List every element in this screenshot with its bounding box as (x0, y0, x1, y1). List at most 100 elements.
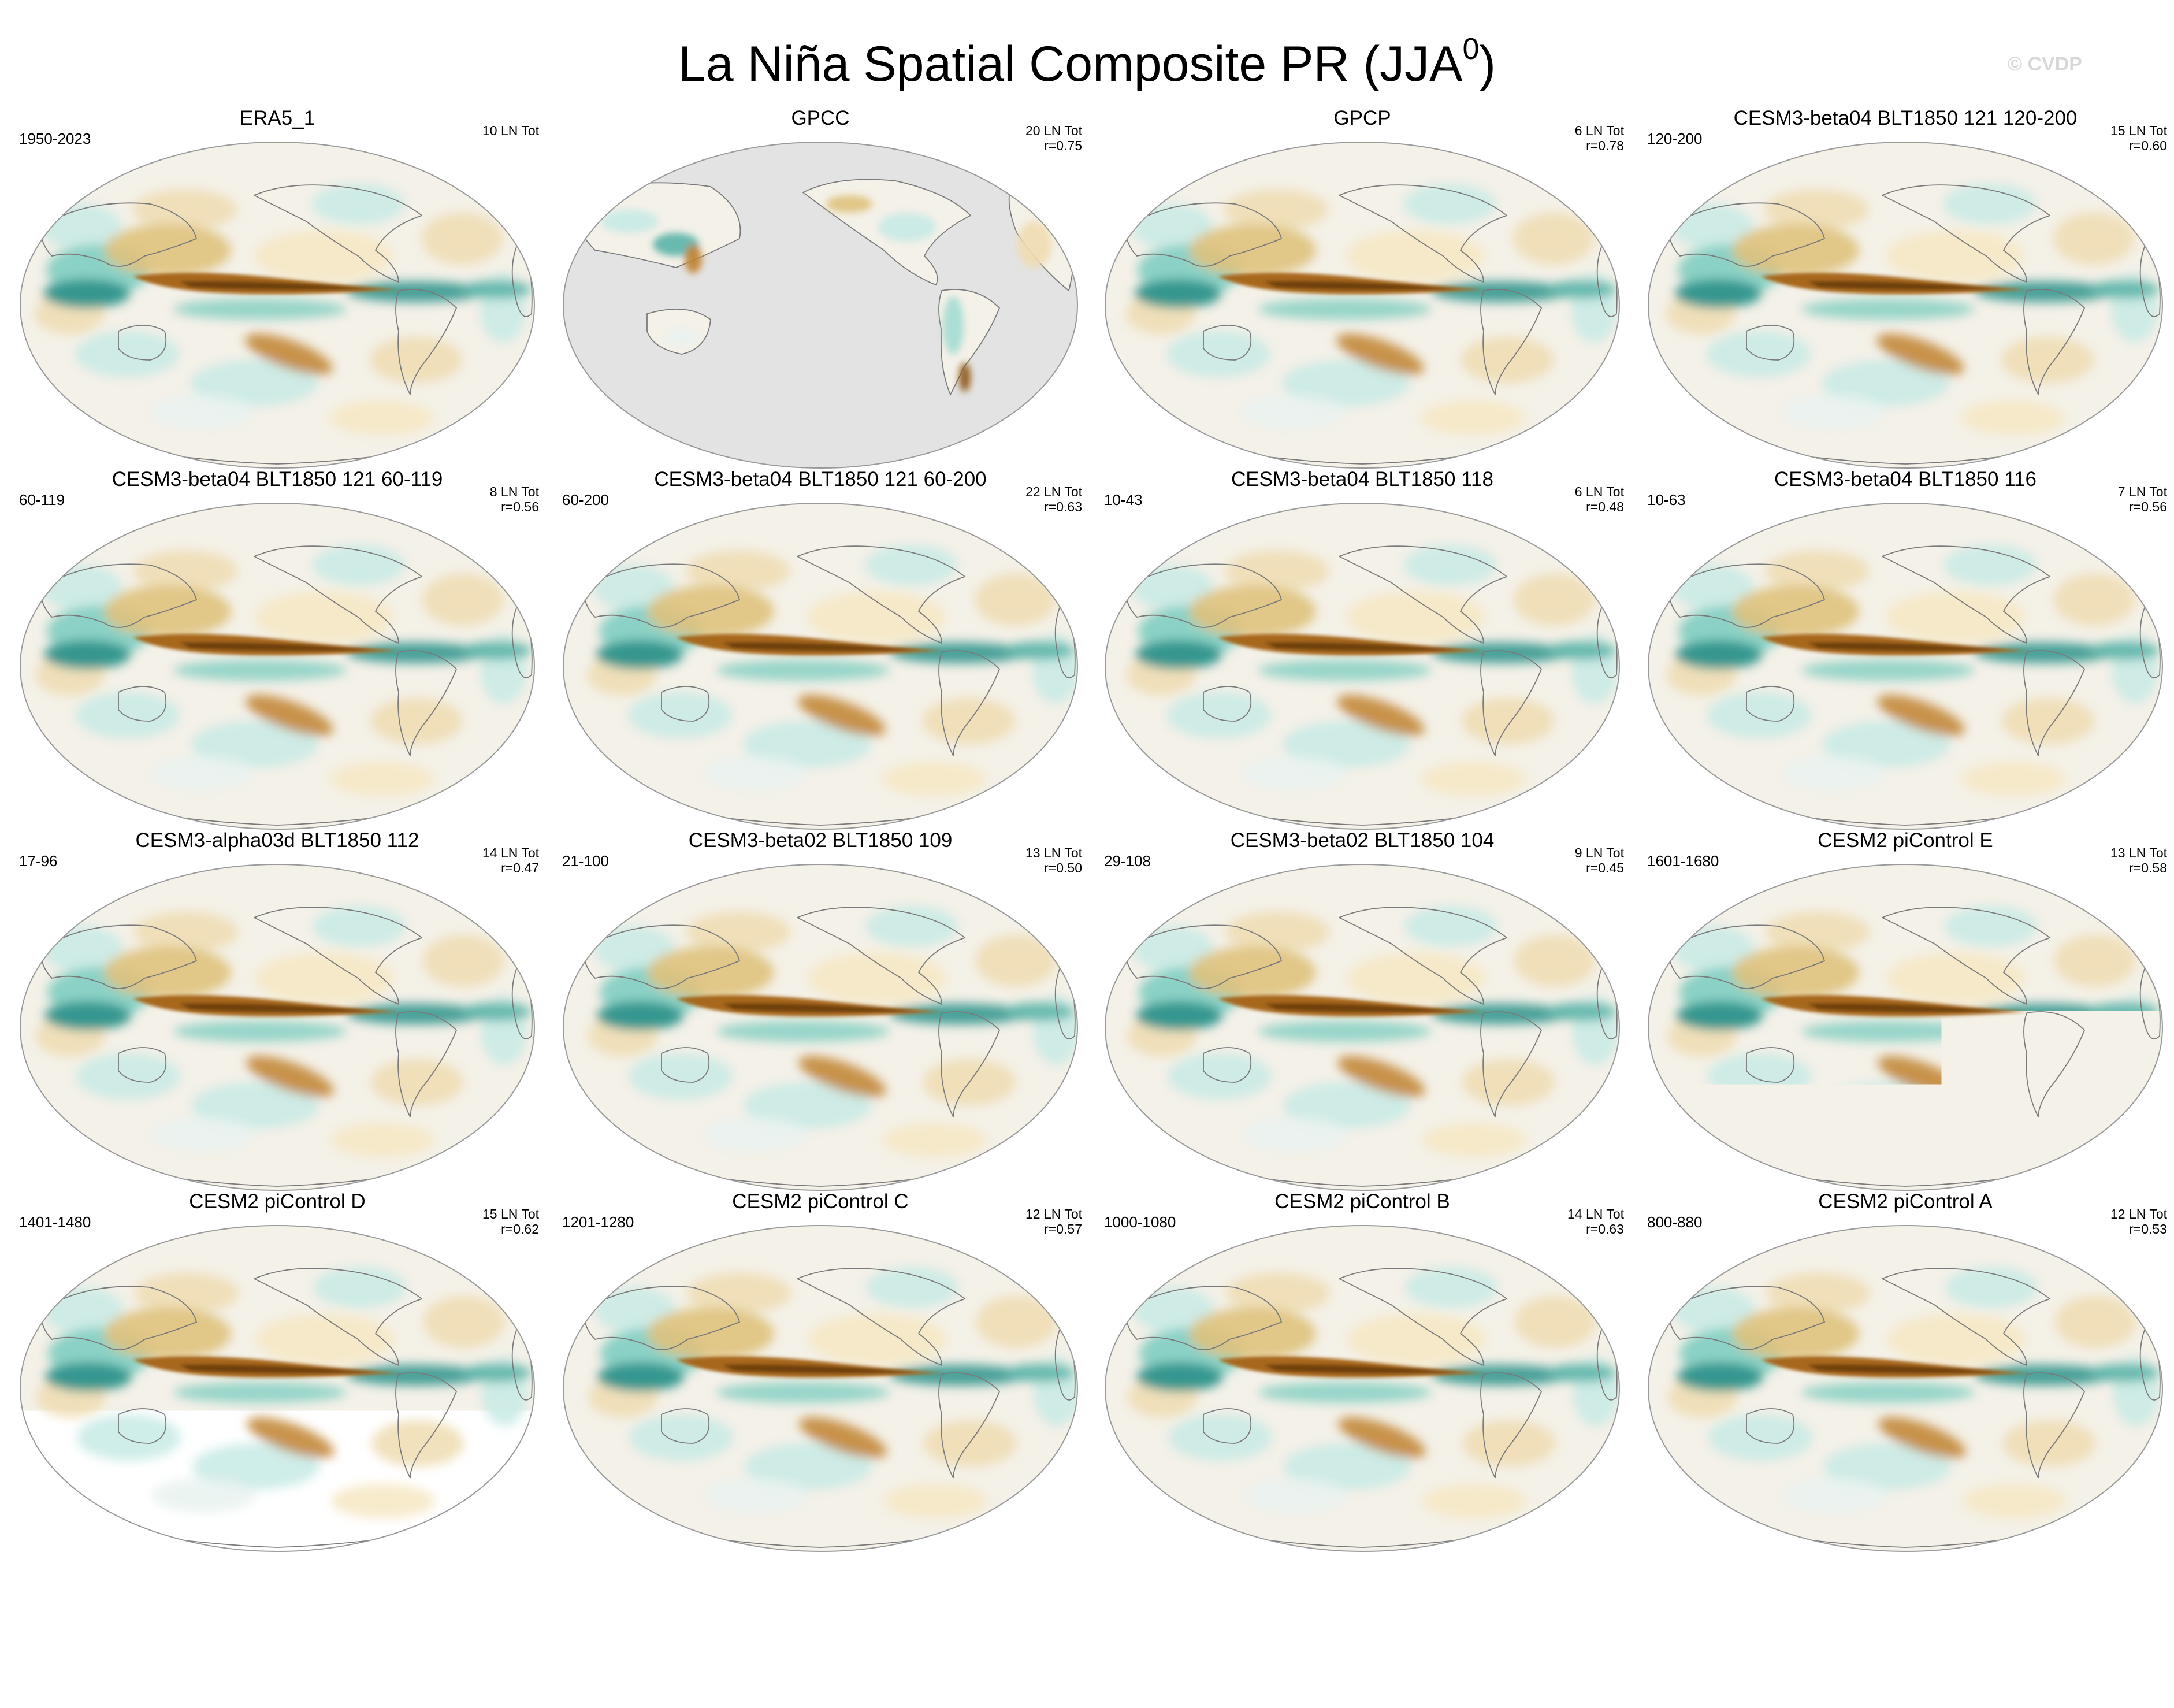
colorbar-box (1227, 1576, 1297, 1609)
precip-anomaly-map (560, 863, 1080, 1192)
precip-anomaly-map (17, 140, 537, 470)
event-count: 9 LN Tot (1575, 845, 1624, 860)
precip-anomaly-map (17, 863, 537, 1192)
map-panel: CESM3-beta04 BLT1850 116 10-63 7 LN Tot r=0… (1637, 468, 2174, 832)
precip-anomaly-map (17, 502, 537, 831)
panel-title: CESM3-beta04 BLT1850 121 120-200 (1637, 107, 2174, 130)
panel-title: CESM3-beta04 BLT1850 118 (1094, 468, 1631, 491)
map-panel: CESM2 piControl D 1401-1480 15 LN Tot r=0.6… (9, 1190, 546, 1554)
colorbar-box (878, 1576, 947, 1609)
event-count: 22 LN Tot (1025, 484, 1082, 499)
colorbar (388, 1576, 1786, 1610)
colorbar-box (388, 1576, 458, 1609)
map-panel: CESM3-beta02 BLT1850 109 21-100 13 LN Tot r… (552, 829, 1089, 1193)
event-count: 13 LN Tot (2110, 845, 2167, 860)
precip-anomaly-map (1645, 1224, 2165, 1553)
colorbar-tick-label: 4 (1637, 1614, 1656, 1653)
colorbar-box (528, 1576, 598, 1609)
colorbar-box (808, 1576, 878, 1609)
colorbar-tick-label: -2 (653, 1614, 683, 1653)
map-panel: CESM3-beta04 BLT1850 121 120-200 120-200 1… (1637, 107, 2174, 471)
colorbar-box (598, 1576, 668, 1609)
event-count: 14 LN Tot (482, 845, 539, 860)
event-count: 8 LN Tot (490, 484, 539, 499)
panel-title: CESM2 piControl C (552, 1190, 1089, 1213)
map-panel: GPCC 20 LN Tot r=0.75 (552, 107, 1089, 471)
colorbar-tick-label: .1 (1143, 1614, 1171, 1653)
colorbar-tick-label: 1 (1428, 1614, 1446, 1653)
event-count: 14 LN Tot (1567, 1206, 1624, 1221)
event-count: 12 LN Tot (1025, 1206, 1082, 1221)
colorbar-tick-label: -.1 (998, 1614, 1037, 1653)
panel-stats: 10 LN Tot (482, 123, 539, 138)
map-panel: CESM3-beta02 BLT1850 104 29-108 9 LN Tot r=… (1094, 829, 1631, 1193)
precip-anomaly-map (1102, 502, 1622, 831)
colorbar-box (1297, 1576, 1367, 1609)
precip-anomaly-map (1645, 863, 2165, 1192)
precip-anomaly-map (1645, 502, 2165, 831)
colorbar-tick-label: .5 (1283, 1614, 1311, 1653)
colorbar-box (1367, 1576, 1437, 1609)
colorbar-box (1647, 1576, 1716, 1609)
colorbar-box (1507, 1576, 1577, 1609)
colorbar-tick-label: 2 (1497, 1614, 1516, 1653)
colorbar-box (1716, 1576, 1786, 1609)
precip-anomaly-map (560, 1224, 1080, 1553)
map-panel: CESM2 piControl E 1601-1680 13 LN Tot r=0.5… (1637, 829, 2174, 1193)
event-count: 20 LN Tot (1025, 123, 1082, 138)
colorbar-box (1437, 1576, 1507, 1609)
event-count: 15 LN Tot (482, 1206, 539, 1221)
panel-title: CESM3-beta04 BLT1850 121 60-200 (552, 468, 1089, 491)
colorbar-tick-label: -.25 (919, 1614, 976, 1653)
colorbar-box (1157, 1576, 1227, 1609)
colorbar-box (1087, 1576, 1157, 1609)
event-count: 15 LN Tot (2110, 123, 2167, 138)
precip-anomaly-map (1102, 140, 1622, 470)
map-panel: CESM3-beta04 BLT1850 121 60-200 60-200 22 … (552, 468, 1089, 832)
event-count: 7 LN Tot (2118, 484, 2167, 499)
panel-title: GPCC (552, 107, 1089, 130)
map-panel: CESM2 piControl B 1000-1080 14 LN Tot r=0.6… (1094, 1190, 1631, 1554)
colorbar-box (1017, 1576, 1087, 1609)
precip-anomaly-map (1645, 140, 2165, 470)
panel-title: CESM2 piControl E (1637, 829, 2174, 852)
map-panel: CESM2 piControl A 800-880 12 LN Tot r=0.53 (1637, 1190, 2174, 1554)
panel-title: CESM3-beta02 BLT1850 104 (1094, 829, 1631, 852)
figure-title: La Niña Spatial Composite PR (JJA0) (0, 17, 2174, 96)
colorbar-box (738, 1576, 808, 1609)
colorbar-tick-label: 5 (1707, 1614, 1726, 1653)
colorbar-tick-label: -5 (443, 1614, 473, 1653)
colorbar-tick-label: 3 (1567, 1614, 1586, 1653)
colorbar-box (458, 1576, 528, 1609)
panel-title: GPCP (1094, 107, 1631, 130)
colorbar-tick-label: 0 (1078, 1614, 1097, 1653)
precip-anomaly-map (17, 1224, 537, 1553)
panel-title: CESM3-alpha03d BLT1850 112 (9, 829, 546, 852)
colorbar-tick-label: .25 (1204, 1614, 1251, 1653)
colorbar-tick-label: .75 (1344, 1614, 1391, 1653)
colorbar-box (668, 1576, 738, 1609)
precip-anomaly-map (560, 140, 1080, 470)
colorbar-tick-label: -.5 (858, 1614, 897, 1653)
colorbar-tick-label: -.75 (779, 1614, 837, 1653)
panel-title: CESM2 piControl D (9, 1190, 546, 1213)
map-panel: CESM3-beta04 BLT1850 118 10-43 6 LN Tot r=0… (1094, 468, 1631, 832)
precip-anomaly-map (1102, 863, 1622, 1192)
map-panel: CESM3-alpha03d BLT1850 112 17-96 14 LN Tot… (9, 829, 546, 1193)
map-panel: ERA5_1 1950-2023 10 LN Tot (9, 107, 546, 471)
panel-title: CESM2 piControl A (1637, 1190, 2174, 1213)
colorbar-box (1577, 1576, 1647, 1609)
colorbar-tick-label: -4 (513, 1614, 543, 1653)
colorbar-tick-label: -1 (723, 1614, 753, 1653)
precip-anomaly-map (1102, 1224, 1622, 1553)
colorbar-tick-label: -3 (583, 1614, 613, 1653)
panel-title: ERA5_1 (9, 107, 546, 130)
map-panel: GPCP 6 LN Tot r=0.78 (1094, 107, 1631, 471)
event-count: 13 LN Tot (1025, 845, 1082, 860)
colorbar-box (947, 1576, 1017, 1609)
colorbar-units: mm/day (0, 1653, 2174, 1693)
map-panel: CESM2 piControl C 1201-1280 12 LN Tot r=0.5… (552, 1190, 1089, 1554)
panel-title: CESM2 piControl B (1094, 1190, 1631, 1213)
cvdp-watermark: © CVDP (2008, 53, 2082, 76)
panel-title: CESM3-beta02 BLT1850 109 (552, 829, 1089, 852)
